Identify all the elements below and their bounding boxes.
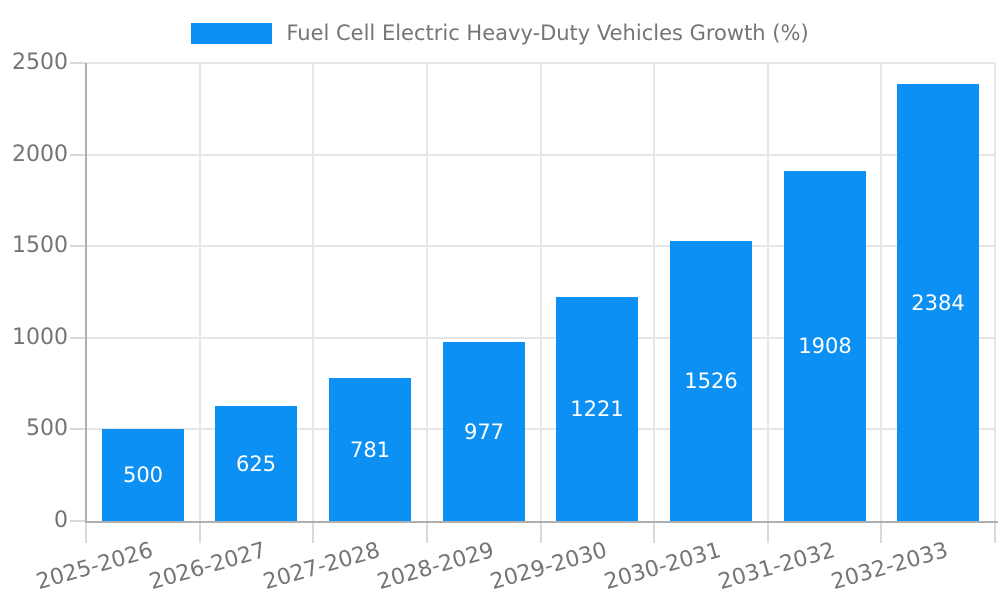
- x-axis-tick-label-text: 2027-2028: [260, 538, 383, 596]
- gridline-vertical: [539, 63, 542, 521]
- x-axis-line: [85, 521, 998, 523]
- bar: 977: [443, 342, 525, 521]
- x-axis-tick-mark: [539, 523, 542, 543]
- x-axis-tick-mark: [880, 523, 883, 543]
- bar-value-label: 1526: [684, 369, 738, 393]
- x-axis-tick-label-text: 2032-2033: [828, 538, 951, 596]
- x-axis-tick-mark: [312, 523, 315, 543]
- legend-swatch: [191, 23, 273, 44]
- y-axis-tick-label: 2500: [12, 50, 68, 75]
- y-axis-tick-mark: [70, 428, 86, 431]
- y-axis-tick-mark: [70, 520, 86, 522]
- x-axis-tick-mark: [425, 523, 428, 543]
- gridline-vertical: [198, 63, 201, 521]
- x-axis-tick-label-text: 2025-2026: [33, 538, 156, 596]
- y-axis-tick-label: 0: [54, 508, 68, 533]
- y-axis-tick-label: 500: [26, 416, 68, 442]
- y-axis-tick-label: 1000: [12, 324, 68, 350]
- bar-value-label: 500: [122, 463, 164, 487]
- y-axis-tick-mark: [70, 62, 86, 64]
- y-axis-tick-mark: [70, 336, 86, 339]
- x-axis-tick-label-text: 2031-2032: [715, 538, 838, 596]
- x-axis-tick-mark: [766, 523, 769, 543]
- y-axis-tick-mark: [70, 153, 86, 156]
- y-axis-line: [85, 63, 87, 523]
- bar: 1526: [670, 241, 752, 521]
- bar: 781: [329, 378, 411, 521]
- y-axis-tick-label: 2000: [12, 141, 68, 167]
- bar: 1908: [784, 171, 866, 521]
- x-axis-tick-mark: [198, 523, 201, 543]
- bar: 625: [215, 406, 297, 521]
- x-axis-tick-label-text: 2029-2030: [487, 538, 610, 596]
- bar: 1221: [556, 297, 638, 521]
- bar-value-label: 781: [349, 437, 391, 462]
- bar-value-label: 1908: [798, 334, 852, 358]
- gridline-vertical: [766, 63, 769, 521]
- bar-value-label: 1221: [570, 397, 624, 421]
- y-axis-tick-mark: [70, 245, 86, 248]
- y-axis-tick-label: 1500: [12, 233, 68, 259]
- x-axis-tick-mark: [653, 523, 656, 543]
- x-axis-tick-label-text: 2030-2031: [601, 538, 724, 596]
- gridline-vertical: [994, 63, 996, 521]
- bar-value-label: 625: [235, 451, 277, 476]
- bar: 500: [102, 429, 184, 521]
- x-axis-tick-label-text: 2028-2029: [374, 538, 497, 596]
- bar-value-label: 977: [463, 419, 505, 444]
- gridline-vertical: [653, 63, 656, 521]
- x-axis-tick-label-text: 2026-2027: [146, 538, 269, 596]
- gridline-vertical: [880, 63, 883, 521]
- x-axis-tick-mark: [85, 523, 87, 543]
- chart-legend: Fuel Cell Electric Heavy-Duty Vehicles G…: [0, 23, 1000, 44]
- legend-label: Fuel Cell Electric Heavy-Duty Vehicles G…: [286, 21, 809, 45]
- gridline-vertical: [425, 63, 428, 521]
- gridline-vertical: [312, 63, 315, 521]
- bar-value-label: 2384: [911, 290, 965, 315]
- bar: 2384: [897, 84, 979, 521]
- x-axis-tick-mark: [994, 523, 996, 543]
